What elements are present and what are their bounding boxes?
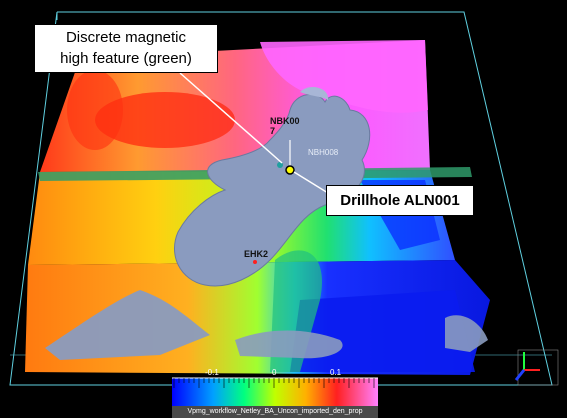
- isosurface-body: [45, 86, 488, 360]
- magnetic-feature-callout: Discrete magnetic high feature (green): [34, 24, 218, 73]
- drillhole-markers: [253, 140, 295, 264]
- drillhole-label-ehk2: EHK2: [244, 249, 269, 259]
- colorbar-tick-label: 0: [272, 368, 277, 377]
- drillhole-aln001-marker: [285, 165, 295, 175]
- colorbar-title: Vpmg_workflow_Netley_BA_Uncon_imported_d…: [172, 406, 378, 418]
- colour-scale-bar: [172, 377, 378, 406]
- drillhole-label-nbh008: NBH008: [308, 148, 339, 157]
- colorbar-tick-label: -0.1: [205, 368, 219, 377]
- magnetic-callout-line-1: Discrete magnetic: [65, 29, 187, 46]
- colorbar-tick-label: 0.1: [330, 368, 342, 377]
- magnetic-callout-line-2: high feature (green): [60, 50, 192, 67]
- orientation-axes-gizmo: [514, 349, 559, 386]
- drillhole-label-nbk007-a: NBK00: [270, 116, 300, 126]
- callout-leaders: [179, 72, 329, 194]
- drillhole-callout: Drillhole ALN001: [326, 185, 474, 216]
- drillhole-label-nbk007-b: 7: [270, 126, 276, 136]
